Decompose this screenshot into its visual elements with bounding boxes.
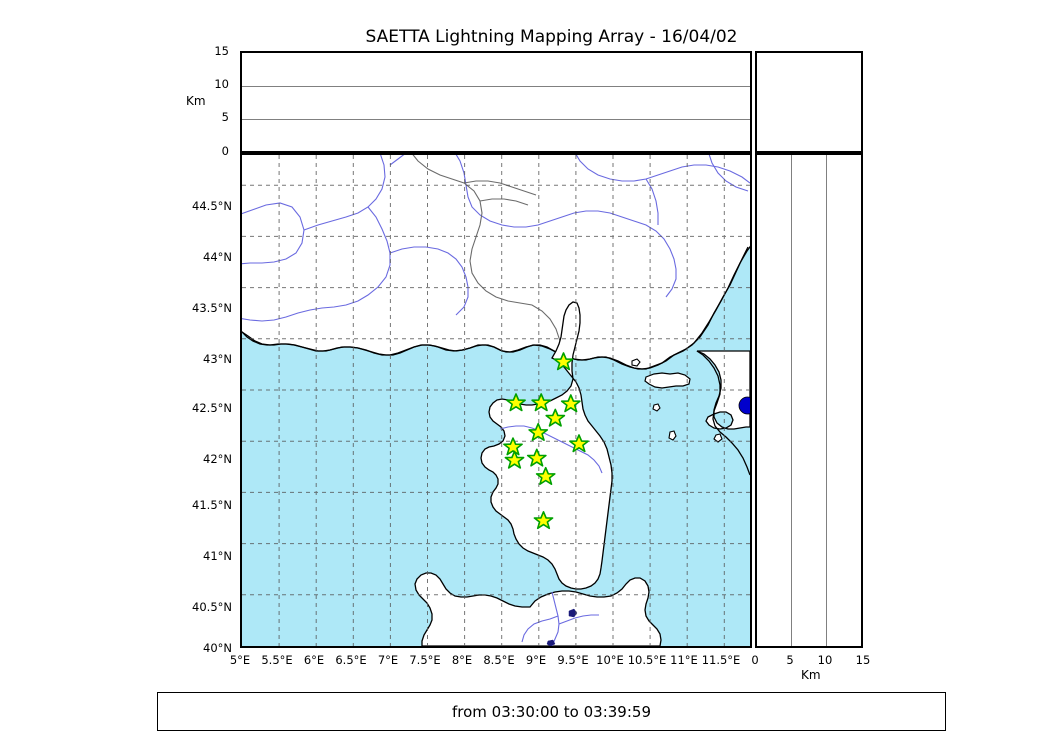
ytick-alt-5: 5 [221,110,229,124]
xtick-lon-10: 10°E [596,653,624,667]
xtick-lon-9: 9°E [525,653,547,667]
chart-title: SAETTA Lightning Mapping Array - 16/04/0… [365,27,738,47]
ytick-lat-44.5: 44.5°N [192,199,232,213]
lake-sardinia-2 [546,639,556,646]
lightning-source-marker [738,396,750,415]
xtick-lon-7: 7°E [377,653,399,667]
rivers-sardinia [521,591,599,646]
xtick-range-5: 5 [786,653,794,667]
ytick-lat-40.5: 40.5°N [192,600,232,614]
gridline-alt-5 [242,119,750,120]
map-panel [240,153,752,648]
xtick-lon-7.5: 7.5°E [409,653,441,667]
xtick-lon-5.5: 5.5°E [261,653,293,667]
ytick-lat-41: 41°N [203,549,232,563]
landmass-mainland [242,155,750,370]
ytick-lat-43: 43°N [203,352,232,366]
ytick-alt-10: 10 [214,77,229,91]
admin-borders [412,155,561,342]
corner-panel [755,51,863,153]
ytick-alt-15: 15 [214,44,229,58]
ytick-lat-42: 42°N [203,452,232,466]
island-capraia [668,430,677,441]
ytick-lat-40: 40°N [203,641,232,655]
xtick-lon-10.5: 10.5°E [627,653,667,667]
xtick-lon-11: 11°E [670,653,698,667]
island-giglio [631,358,641,367]
ytick-lat-44: 44°N [203,250,232,264]
altitude-latitude-panel [755,153,863,648]
xtick-lon-6: 6°E [303,653,325,667]
xtick-range-0: 0 [751,653,759,667]
altitude-axis-label: Km [186,94,206,108]
ytick-alt-0: 0 [221,144,229,158]
xtick-lon-11.5: 11.5°E [701,653,741,667]
ytick-lat-42.5: 42.5°N [192,401,232,415]
range-axis-label: Km [801,668,821,682]
island-montecristo [713,433,723,443]
xtick-lon-6.5: 6.5°E [335,653,367,667]
island-small-1 [652,403,661,412]
coastline-italy [696,350,750,476]
ytick-lat-41.5: 41.5°N [192,498,232,512]
map-graphic [242,155,750,646]
ytick-lat-43.5: 43.5°N [192,301,232,315]
coastline-riviera [242,246,749,370]
time-range-text: from 03:30:00 to 03:39:59 [451,702,651,721]
xtick-lon-5: 5°E [229,653,251,667]
river-corsica [499,425,603,474]
rivers-mainland [242,155,750,322]
map-gridlines [242,155,750,646]
island-elba [644,372,691,389]
gridline-range-5 [791,155,792,646]
altitude-longitude-panel [240,51,752,153]
xtick-lon-8.5: 8.5°E [483,653,515,667]
gridline-alt-10 [242,86,750,87]
time-range-statusbar: from 03:30:00 to 03:39:59 [157,692,946,731]
gridline-range-10 [826,155,827,646]
xtick-range-10: 10 [817,653,833,667]
xtick-range-15: 15 [855,653,871,667]
xtick-lon-8: 8°E [451,653,473,667]
landmass-corsica [480,301,613,590]
landmass-sardinia [414,572,662,646]
xtick-lon-9.5: 9.5°E [557,653,589,667]
